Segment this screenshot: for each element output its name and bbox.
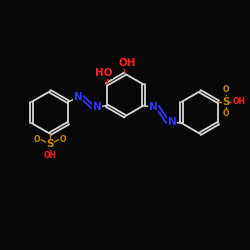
Text: OH: OH [44,151,57,160]
Text: OH: OH [232,97,245,106]
Text: O: O [223,86,229,94]
Text: N: N [148,102,157,112]
Text: N: N [74,92,82,102]
Text: O: O [223,110,229,118]
Text: O: O [34,135,40,144]
Text: S: S [46,139,54,149]
Text: S: S [222,97,230,107]
Text: HO: HO [95,68,113,78]
Text: O: O [60,135,66,144]
Text: OH: OH [119,58,136,68]
Text: N: N [168,117,176,127]
Text: N: N [93,102,102,112]
